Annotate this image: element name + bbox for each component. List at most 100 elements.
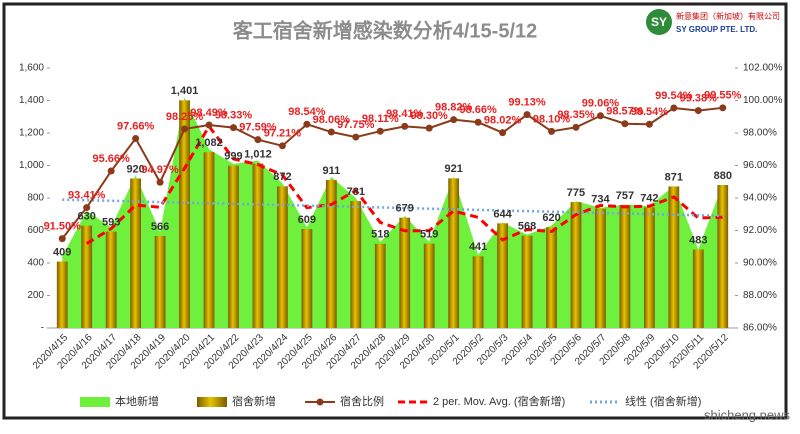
y2-tick-label: 90.00% bbox=[743, 258, 777, 269]
bar bbox=[643, 207, 655, 328]
bar-label: 630 bbox=[78, 211, 96, 223]
bar-label: 644 bbox=[493, 208, 512, 220]
y-tick-label: 800 bbox=[27, 193, 44, 204]
y2-tick-label: 92.00% bbox=[743, 225, 777, 236]
ratio-label: 98.33% bbox=[215, 110, 253, 122]
bar bbox=[595, 208, 606, 328]
ratio-label: 97.59% bbox=[239, 122, 277, 134]
ratio-point bbox=[719, 104, 727, 112]
y2-tick-label: 86.00% bbox=[743, 323, 777, 334]
bar-label: 921 bbox=[444, 163, 462, 175]
ratio-label: 98.10% bbox=[533, 113, 571, 125]
bar-label: 1,082 bbox=[195, 137, 223, 149]
ratio-point bbox=[156, 178, 164, 186]
watermark: shicheng.news bbox=[704, 407, 790, 422]
bar-label: 871 bbox=[665, 171, 683, 183]
bar bbox=[325, 179, 337, 328]
ratio-point bbox=[229, 124, 237, 132]
bar-label: 1,012 bbox=[244, 148, 272, 160]
y-tick-label: 200 bbox=[27, 290, 44, 301]
legend-label: 线性 (宿舍新增) bbox=[625, 394, 701, 408]
ratio-point bbox=[205, 121, 213, 129]
ratio-point bbox=[694, 107, 702, 115]
y2-tick-label: 102.00% bbox=[743, 63, 783, 74]
bar-label: 518 bbox=[371, 229, 389, 241]
legend-label: 2 per. Mov. Avg. (宿舍新增) bbox=[433, 394, 565, 408]
ratio-label: 99.54% bbox=[655, 90, 693, 102]
ratio-point bbox=[181, 125, 189, 133]
legend-swatch bbox=[197, 397, 227, 407]
ratio-label: 98.54% bbox=[288, 106, 326, 118]
y-tick-label: 600 bbox=[27, 225, 44, 236]
bar bbox=[619, 204, 631, 328]
bar-label: 920 bbox=[126, 163, 144, 175]
bar bbox=[203, 152, 215, 328]
y2-tick-label: 100.00% bbox=[743, 95, 783, 106]
bar bbox=[277, 186, 288, 328]
legend-label: 宿舍新增 bbox=[232, 394, 276, 408]
ratio-label: 94.97% bbox=[141, 164, 179, 176]
ratio-point bbox=[401, 122, 409, 130]
ratio-line bbox=[61, 106, 723, 240]
y-tick-label: 1,000 bbox=[19, 160, 44, 171]
bar-label: 911 bbox=[322, 165, 340, 177]
ratio-label: 99.38% bbox=[680, 92, 718, 104]
area bbox=[62, 97, 723, 328]
bar-label: 519 bbox=[420, 229, 438, 241]
ratio-point bbox=[621, 120, 629, 128]
ratio-point bbox=[83, 204, 91, 212]
y2-tick-label: 88.00% bbox=[743, 290, 777, 301]
trend-line bbox=[62, 198, 723, 218]
bar bbox=[668, 186, 680, 328]
ratio-label: 99.13% bbox=[508, 97, 546, 109]
bar bbox=[717, 185, 729, 328]
ratio-label: 98.57% bbox=[606, 106, 644, 118]
bar-label: 483 bbox=[689, 234, 707, 246]
bar-label: 775 bbox=[567, 187, 585, 199]
ratio-label: 97.21% bbox=[264, 128, 302, 140]
legend-label: 本地新增 bbox=[115, 394, 159, 408]
ratio-point bbox=[670, 104, 678, 112]
y2-tick-label: 96.00% bbox=[743, 160, 777, 171]
ratio-point bbox=[376, 127, 384, 135]
ratio-point bbox=[132, 135, 140, 143]
ratio-point bbox=[58, 235, 66, 243]
ratio-point bbox=[548, 127, 556, 135]
ratio-label: 98.54% bbox=[631, 106, 669, 118]
ratio-point bbox=[450, 116, 458, 124]
bar bbox=[56, 261, 68, 328]
ratio-label: 93.41% bbox=[68, 189, 106, 201]
ratio-point bbox=[572, 123, 580, 131]
bar bbox=[81, 225, 93, 328]
bar bbox=[448, 178, 460, 328]
bar-label: 781 bbox=[347, 186, 365, 198]
ratio-label: 99.06% bbox=[582, 98, 620, 110]
ratio-label: 98.82% bbox=[435, 102, 473, 114]
bar bbox=[252, 163, 264, 328]
bar-label: 566 bbox=[151, 221, 169, 233]
y2-tick-label: 98.00% bbox=[743, 128, 777, 139]
bar-label: 742 bbox=[640, 192, 658, 204]
bar-label: 757 bbox=[616, 190, 634, 202]
logo-icon bbox=[646, 9, 672, 35]
bar bbox=[692, 249, 704, 328]
bar-label: 872 bbox=[273, 171, 291, 183]
y-tick-label: - bbox=[41, 323, 44, 334]
bar bbox=[423, 243, 435, 328]
ratio-point bbox=[278, 142, 286, 150]
bar-label: 880 bbox=[714, 170, 732, 182]
ratio-label: 98.02% bbox=[484, 115, 522, 127]
bar bbox=[521, 235, 533, 328]
ratio-point bbox=[596, 112, 604, 120]
ratio-point bbox=[425, 124, 433, 132]
chart-title: 客工宿舍新增感染数分析4/15-5/12 bbox=[232, 18, 538, 42]
logo-mark: SY bbox=[651, 15, 667, 29]
y2-tick-label: 94.00% bbox=[743, 193, 777, 204]
ratio-point bbox=[499, 129, 507, 137]
ratio-label: 98.11% bbox=[362, 113, 399, 125]
bar-label: 593 bbox=[102, 217, 120, 229]
ratio-label: 98.25% bbox=[166, 111, 204, 123]
y-tick-label: 1,200 bbox=[19, 128, 44, 139]
ratio-point bbox=[352, 133, 360, 141]
